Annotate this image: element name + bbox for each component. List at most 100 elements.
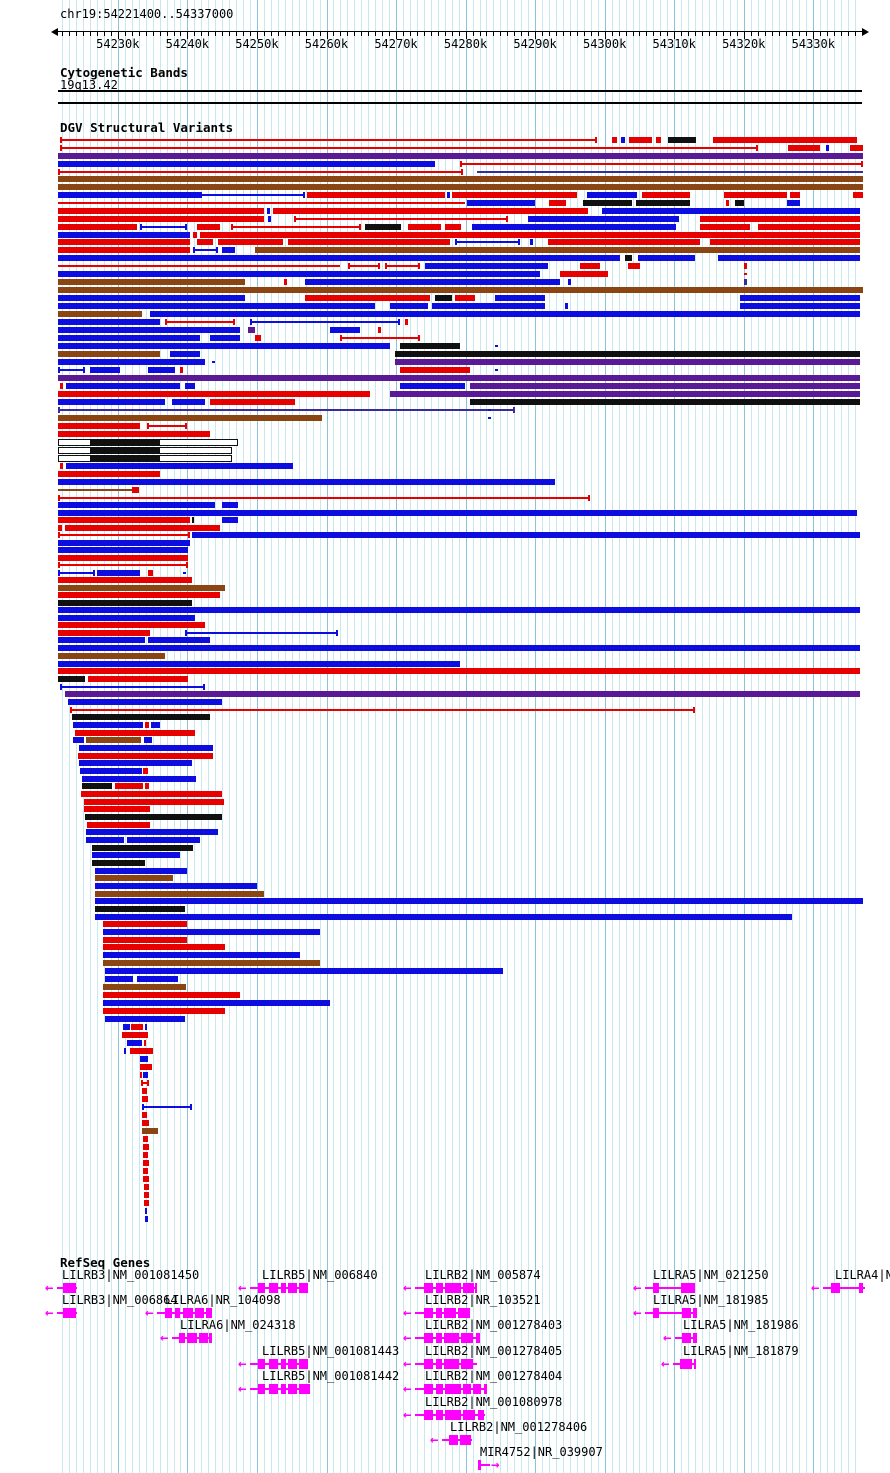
dgv-variant-bar[interactable] <box>84 799 224 805</box>
dgv-variant-bar[interactable] <box>400 343 460 349</box>
dgv-variant-bar[interactable] <box>740 303 860 309</box>
dgv-variant-bar[interactable] <box>122 1032 148 1038</box>
dgv-variant-bar[interactable] <box>103 921 187 927</box>
dgv-variant-bar[interactable] <box>92 852 180 858</box>
dgv-variant-bar[interactable] <box>255 335 261 341</box>
dgv-variant-bar[interactable] <box>495 295 545 301</box>
dgv-variant-bracket[interactable] <box>70 707 695 713</box>
dgv-variant-bracket[interactable] <box>58 407 515 413</box>
dgv-variant-bar[interactable] <box>78 753 213 759</box>
dgv-variant-bar[interactable] <box>365 224 401 230</box>
dgv-variant-bar[interactable] <box>744 279 747 285</box>
dgv-variant-bar[interactable] <box>58 510 857 516</box>
dgv-variant-bar[interactable] <box>58 423 140 429</box>
dgv-variant-bar[interactable] <box>105 1016 185 1022</box>
dgv-variant-bar[interactable] <box>185 383 195 389</box>
dgv-variant-bar[interactable] <box>137 976 178 982</box>
dgv-variant-bar[interactable] <box>305 295 430 301</box>
dgv-variant-bar[interactable] <box>273 208 588 214</box>
dgv-variant-bracket[interactable] <box>250 319 400 325</box>
dgv-variant-bar[interactable] <box>58 184 863 190</box>
dgv-variant-bar[interactable] <box>143 1152 148 1158</box>
dgv-variant-bar[interactable] <box>58 247 190 253</box>
dgv-variant-bar[interactable] <box>445 224 461 230</box>
dgv-variant-line[interactable] <box>488 409 491 411</box>
dgv-variant-bracket[interactable] <box>60 684 205 690</box>
dgv-variant-bar[interactable] <box>144 1200 149 1206</box>
dgv-variant-bar[interactable] <box>145 1216 148 1222</box>
cytogenetic-band-bar[interactable] <box>58 90 862 104</box>
dgv-variant-bracket[interactable] <box>460 161 863 167</box>
dgv-variant-bar[interactable] <box>390 303 428 309</box>
dgv-variant-line[interactable] <box>183 572 186 574</box>
dgv-variant-bar[interactable] <box>405 319 408 325</box>
gene-glyph[interactable] <box>250 1384 310 1394</box>
dgv-variant-bar[interactable] <box>144 737 152 743</box>
dgv-variant-bar[interactable] <box>130 1048 153 1054</box>
dgv-variant-bar[interactable] <box>142 1128 158 1134</box>
dgv-variant-bar[interactable] <box>66 383 180 389</box>
dgv-variant-bar[interactable] <box>700 216 860 222</box>
dgv-variant-bar[interactable] <box>560 271 608 277</box>
dgv-variant-bar[interactable] <box>222 502 238 508</box>
gene-glyph[interactable] <box>673 1359 696 1369</box>
dgv-variant-bar[interactable] <box>95 898 863 904</box>
dgv-variant-bar[interactable] <box>826 145 829 151</box>
dgv-variant-bar[interactable] <box>58 311 142 317</box>
dgv-variant-bar[interactable] <box>65 691 860 697</box>
dgv-variant-bar[interactable] <box>66 463 293 469</box>
dgv-variant-bar[interactable] <box>472 224 676 230</box>
dgv-variant-bar[interactable] <box>58 676 85 682</box>
dgv-variant-bar[interactable] <box>103 1000 330 1006</box>
dgv-variant-bar[interactable] <box>142 1096 148 1102</box>
dgv-variant-bar[interactable] <box>140 1064 152 1070</box>
dgv-variant-bar[interactable] <box>565 303 568 309</box>
gene-glyph[interactable] <box>57 1308 77 1318</box>
dgv-variant-bar[interactable] <box>72 714 210 720</box>
dgv-variant-bar[interactable] <box>580 263 600 269</box>
dgv-variant-bar[interactable] <box>636 200 690 206</box>
dgv-variant-bar[interactable] <box>60 463 63 469</box>
dgv-variant-bar[interactable] <box>103 1008 225 1014</box>
dgv-variant-bar[interactable] <box>58 359 205 365</box>
dgv-variant-bar[interactable] <box>583 200 632 206</box>
dgv-variant-bar[interactable] <box>140 1072 142 1078</box>
dgv-variant-bar[interactable] <box>642 192 690 198</box>
dgv-variant-bar[interactable] <box>90 367 120 373</box>
dgv-variant-bar[interactable] <box>58 540 190 546</box>
gene-glyph[interactable] <box>442 1435 472 1445</box>
dgv-variant-bar[interactable] <box>200 232 860 238</box>
dgv-variant-bar[interactable] <box>629 137 652 143</box>
dgv-variant-bracket[interactable] <box>58 532 190 538</box>
dgv-variant-bracket[interactable] <box>385 263 420 269</box>
dgv-variant-bar[interactable] <box>193 232 197 238</box>
dgv-variant-bar[interactable] <box>151 722 160 728</box>
dgv-variant-bar[interactable] <box>710 239 860 245</box>
dgv-variant-bar[interactable] <box>79 760 192 766</box>
dgv-variant-bar[interactable] <box>73 737 84 743</box>
dgv-variant-bracket[interactable] <box>340 335 420 341</box>
dgv-variant-bar[interactable] <box>58 399 165 405</box>
dgv-variant-bar[interactable] <box>58 192 200 198</box>
gene-glyph[interactable] <box>250 1359 308 1369</box>
dgv-variant-bracket[interactable] <box>455 239 520 245</box>
dgv-variant-bar[interactable] <box>58 645 860 651</box>
dgv-variant-bar[interactable] <box>58 585 225 591</box>
gene-glyph[interactable] <box>675 1333 697 1343</box>
dgv-variant-bar[interactable] <box>105 976 133 982</box>
dgv-variant-bar[interactable] <box>127 1040 142 1046</box>
dgv-variant-bar[interactable] <box>58 161 435 167</box>
dgv-variant-bar[interactable] <box>284 279 287 285</box>
dgv-variant-bar[interactable] <box>638 255 695 261</box>
dgv-variant-bar[interactable] <box>115 783 143 789</box>
dgv-variant-bar[interactable] <box>95 906 185 912</box>
dgv-variant-bar[interactable] <box>90 455 160 461</box>
dgv-variant-bar[interactable] <box>148 570 153 576</box>
dgv-variant-bar[interactable] <box>90 439 160 445</box>
dgv-variant-bar[interactable] <box>740 295 860 301</box>
dgv-variant-bar[interactable] <box>390 391 860 397</box>
dgv-variant-line[interactable] <box>477 171 863 173</box>
dgv-variant-bar[interactable] <box>850 145 863 151</box>
dgv-variant-bar[interactable] <box>330 327 360 333</box>
dgv-variant-bar[interactable] <box>82 783 112 789</box>
